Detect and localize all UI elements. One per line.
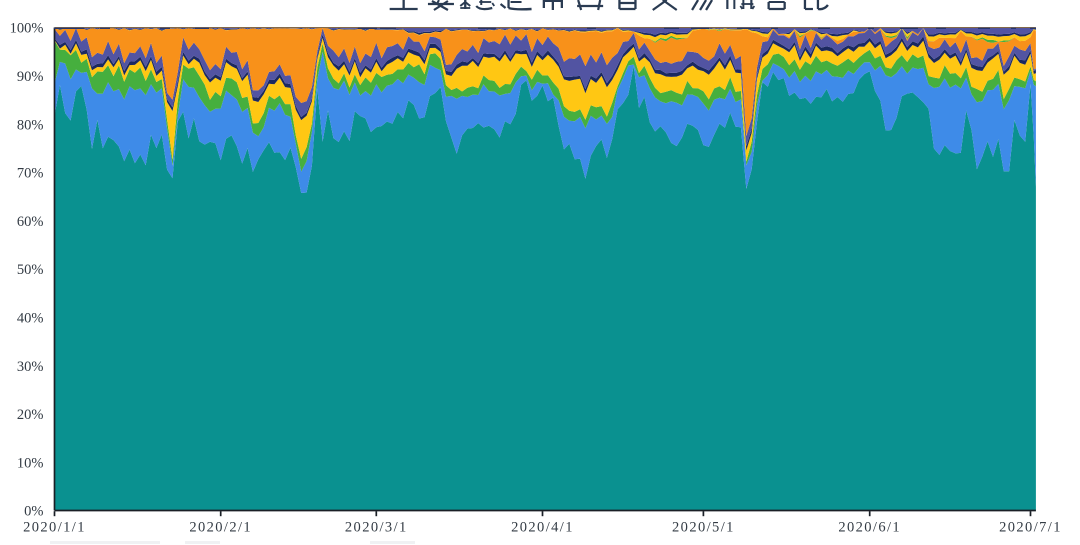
svg-text:2020/2/1: 2020/2/1 xyxy=(189,520,252,536)
svg-text:10%: 10% xyxy=(17,455,44,471)
svg-text:30%: 30% xyxy=(17,359,44,375)
svg-text:0%: 0% xyxy=(24,504,43,520)
svg-text:50%: 50% xyxy=(17,262,44,278)
svg-text:90%: 90% xyxy=(17,69,44,85)
svg-text:40%: 40% xyxy=(17,311,44,327)
svg-text:70%: 70% xyxy=(17,166,44,182)
svg-text:100%: 100% xyxy=(10,21,44,37)
svg-text:2020/3/1: 2020/3/1 xyxy=(345,520,408,536)
svg-text:2020/5/1: 2020/5/1 xyxy=(672,520,735,536)
svg-text:60%: 60% xyxy=(17,214,44,230)
svg-text:2020/1/1: 2020/1/1 xyxy=(23,520,86,536)
svg-text:2020/7/1: 2020/7/1 xyxy=(999,520,1062,536)
svg-text:80%: 80% xyxy=(17,117,44,133)
svg-text:2020/6/1: 2020/6/1 xyxy=(838,520,901,536)
svg-text:2020/4/1: 2020/4/1 xyxy=(511,520,574,536)
svg-text:20%: 20% xyxy=(17,407,44,423)
